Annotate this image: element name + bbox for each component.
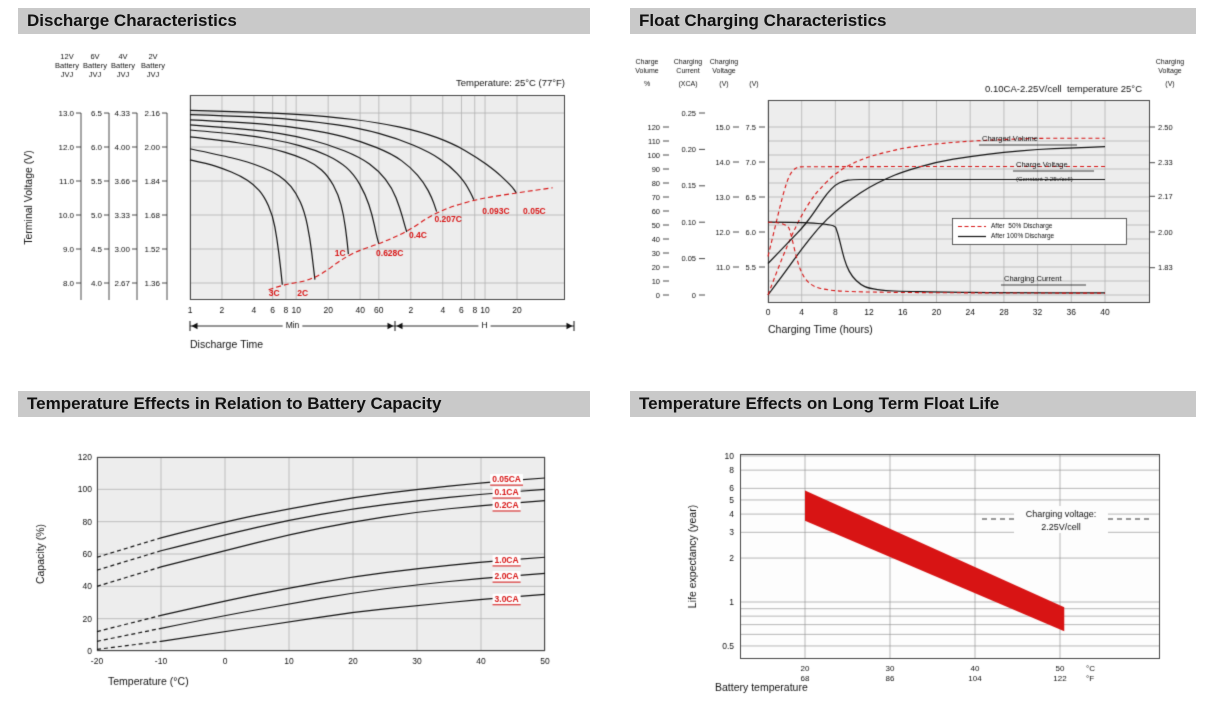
float-life-title-text: Temperature Effects on Long Term Float L… — [639, 394, 1000, 413]
panel-title-discharge: Discharge Characteristics — [18, 8, 590, 34]
discharge-title-text: Discharge Characteristics — [27, 11, 237, 30]
panel-title-float-life: Temperature Effects on Long Term Float L… — [630, 391, 1196, 417]
float-charging-title-text: Float Charging Characteristics — [639, 11, 887, 30]
panel-temperature-capacity: Temperature Effects in Relation to Batte… — [18, 391, 590, 719]
float-charging-chart-canvas — [630, 40, 1196, 345]
temperature-capacity-title-text: Temperature Effects in Relation to Batte… — [27, 394, 442, 413]
discharge-chart-canvas — [18, 40, 590, 378]
float-life-chart-canvas — [630, 429, 1196, 719]
panel-title-temperature-capacity: Temperature Effects in Relation to Batte… — [18, 391, 590, 417]
temperature-capacity-chart-canvas — [18, 429, 590, 719]
panel-float-life: Temperature Effects on Long Term Float L… — [630, 391, 1196, 719]
panel-title-float-charging: Float Charging Characteristics — [630, 8, 1196, 34]
panel-discharge-characteristics: Discharge Characteristics — [18, 8, 590, 378]
panel-float-charging: Float Charging Characteristics — [630, 8, 1196, 345]
